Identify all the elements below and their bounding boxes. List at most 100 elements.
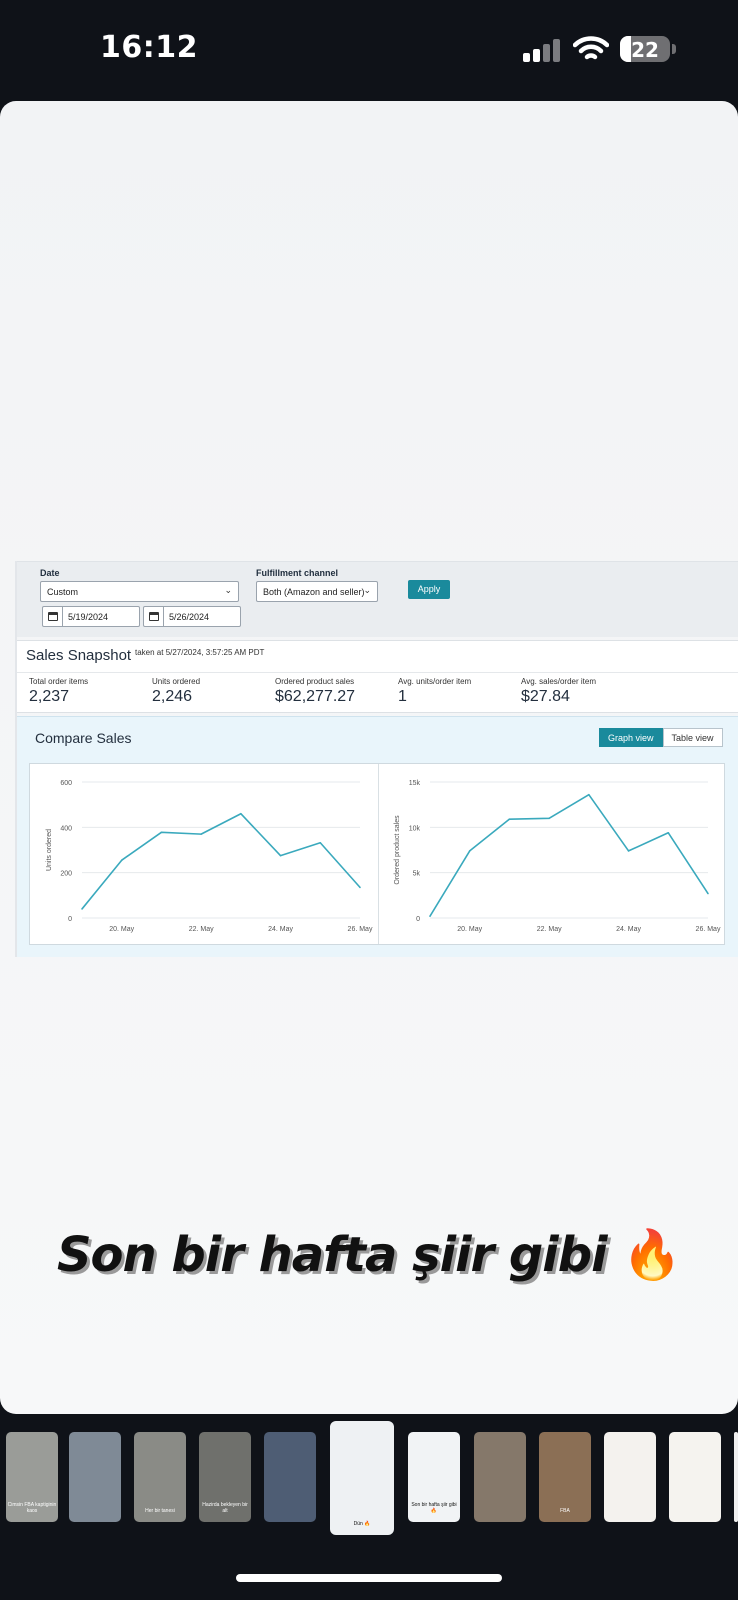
end-date-value: 5/26/2024 bbox=[169, 612, 210, 622]
data-point bbox=[468, 850, 471, 852]
thumb-3[interactable]: Her bir tanesi bbox=[134, 1432, 186, 1522]
thumbnail-caption: Dün 🔥 bbox=[353, 1521, 371, 1527]
story-caption: Son bir hafta şiir gibi 🔥 bbox=[0, 1226, 738, 1283]
metric-value: $27.84 bbox=[521, 688, 570, 705]
home-indicator[interactable] bbox=[236, 1574, 502, 1582]
x-tick-label: 20. May bbox=[109, 926, 134, 933]
y-tick-label: 600 bbox=[60, 780, 72, 787]
story-thumbnail-strip: Cimsin FBA kaptiginin kaos Her bir tanesi… bbox=[0, 1420, 738, 1540]
metric-value: 2,246 bbox=[152, 688, 193, 705]
fire-emoji-icon: 🔥 bbox=[622, 1227, 682, 1283]
metric-label: Total order items bbox=[29, 677, 89, 686]
status-bar: 16:12 22 bbox=[0, 0, 738, 100]
thumb-7[interactable]: Son bir hafta şiir gibi 🔥 bbox=[408, 1432, 460, 1522]
thumb-5[interactable] bbox=[264, 1432, 316, 1522]
thumbnail-caption: Her bir tanesi bbox=[145, 1508, 175, 1514]
metric-ordered-product-sales: Ordered product sales $62,277.27 bbox=[275, 677, 355, 706]
metric-value: 2,237 bbox=[29, 688, 70, 705]
fulfillment-channel-select[interactable]: Both (Amazon and seller) ⌄ bbox=[256, 581, 378, 602]
y-axis-label: Units ordered bbox=[46, 829, 53, 871]
graph-view-button[interactable]: Graph view bbox=[599, 728, 663, 747]
y-tick-label: 5k bbox=[413, 871, 421, 878]
data-point bbox=[120, 859, 123, 861]
thumb-9[interactable]: FBA bbox=[539, 1432, 591, 1522]
chart-divider bbox=[378, 764, 379, 944]
thumb-12[interactable] bbox=[734, 1432, 738, 1522]
snapshot-timestamp: taken at 5/27/2024, 3:57:25 AM PDT bbox=[135, 648, 265, 657]
x-tick-label: 24. May bbox=[268, 926, 293, 933]
battery-level: 22 bbox=[631, 38, 659, 62]
y-tick-label: 0 bbox=[416, 916, 420, 923]
date-label: Date bbox=[40, 568, 60, 578]
data-point bbox=[548, 817, 550, 820]
metric-label: Avg. units/order item bbox=[398, 677, 472, 686]
fulfillment-channel-label: Fulfillment channel bbox=[256, 568, 339, 578]
calendar-icon bbox=[43, 607, 63, 626]
left-edge bbox=[15, 561, 17, 957]
view-toggle: Graph view Table view bbox=[599, 728, 723, 747]
data-point bbox=[627, 850, 630, 852]
cellular-signal-icon bbox=[523, 38, 563, 62]
data-point bbox=[429, 915, 431, 917]
date-preset-select[interactable]: Custom ⌄ bbox=[40, 581, 239, 602]
ordered-product-sales-chart: 0 5k 10k 15k 20. May 22. May 24. May 26. May Ord… bbox=[394, 780, 721, 933]
y-tick-label: 400 bbox=[60, 825, 72, 832]
data-point bbox=[200, 833, 202, 835]
x-tick-label: 22. May bbox=[189, 926, 214, 933]
thumb-8[interactable] bbox=[474, 1432, 526, 1522]
start-date-field[interactable]: 5/19/2024 bbox=[42, 606, 140, 627]
seller-dashboard-screenshot: Date Custom ⌄ 5/19/2024 5/26/2024 Fulfil… bbox=[0, 561, 738, 957]
series-line bbox=[81, 812, 361, 910]
date-preset-value: Custom bbox=[47, 587, 79, 597]
thumb-1[interactable]: Cimsin FBA kaptiginin kaos bbox=[6, 1432, 58, 1522]
battery-tip bbox=[672, 44, 676, 54]
thumb-10[interactable] bbox=[604, 1432, 656, 1522]
thumb-4[interactable]: Hazirda bekleyen bir alt bbox=[199, 1432, 251, 1522]
x-tick-label: 26. May bbox=[348, 926, 373, 933]
data-point bbox=[81, 908, 83, 910]
y-tick-label: 10k bbox=[409, 825, 421, 832]
metric-units-ordered: Units ordered 2,246 bbox=[152, 677, 200, 706]
metric-avg-units-per-order-item: Avg. units/order item 1 bbox=[398, 677, 471, 706]
data-point bbox=[319, 841, 322, 844]
filter-bar: Date Custom ⌄ 5/19/2024 5/26/2024 Fulfil… bbox=[15, 561, 738, 637]
chevron-down-icon: ⌄ bbox=[224, 585, 232, 595]
x-tick-label: 20. May bbox=[457, 926, 482, 933]
sales-snapshot-title: Sales Snapshot bbox=[26, 647, 132, 664]
end-date-field[interactable]: 5/26/2024 bbox=[143, 606, 241, 627]
data-point bbox=[160, 831, 163, 834]
apply-button[interactable]: Apply bbox=[408, 580, 450, 599]
thumb-6[interactable]: Dün 🔥 bbox=[330, 1421, 394, 1535]
data-point bbox=[359, 886, 361, 889]
metric-value: 1 bbox=[398, 688, 407, 705]
y-tick-label: 15k bbox=[409, 780, 421, 787]
compare-sales-title: Compare Sales bbox=[35, 730, 132, 746]
metric-label: Units ordered bbox=[152, 677, 201, 686]
caption-text: Son bir hafta şiir gibi bbox=[56, 1227, 608, 1283]
compare-sales-panel: Compare Sales Graph view Table view 0 200… bbox=[17, 716, 738, 957]
thumb-11[interactable] bbox=[669, 1432, 721, 1522]
divider bbox=[17, 672, 738, 673]
thumbnail-caption: Cimsin FBA kaptiginin kaos bbox=[7, 1502, 57, 1514]
thumb-2[interactable] bbox=[69, 1432, 121, 1522]
data-point bbox=[667, 831, 670, 834]
metric-label: Ordered product sales bbox=[275, 677, 355, 686]
story-card[interactable]: Date Custom ⌄ 5/19/2024 5/26/2024 Fulfil… bbox=[0, 101, 738, 1414]
x-tick-label: 22. May bbox=[537, 926, 562, 933]
calendar-icon bbox=[144, 607, 164, 626]
start-date-value: 5/19/2024 bbox=[68, 612, 109, 622]
data-point bbox=[707, 892, 709, 895]
table-view-button[interactable]: Table view bbox=[662, 728, 723, 747]
x-tick-label: 24. May bbox=[616, 926, 641, 933]
data-point bbox=[508, 818, 511, 820]
thumbnail-caption: Hazirda bekleyen bir alt bbox=[202, 1502, 248, 1514]
wifi-icon bbox=[573, 36, 609, 60]
units-ordered-chart: 0 200 400 600 20. May 22. May 24. May 26. May Un… bbox=[46, 780, 373, 933]
clock: 16:12 bbox=[100, 30, 198, 65]
data-point bbox=[588, 793, 590, 796]
sales-snapshot-panel: Sales Snapshot taken at 5/27/2024, 3:57:… bbox=[17, 640, 738, 713]
x-tick-label: 26. May bbox=[696, 926, 721, 933]
metric-total-order-items: Total order items 2,237 bbox=[29, 677, 88, 706]
thumbnail-caption: FBA bbox=[560, 1508, 570, 1514]
fulfillment-channel-value: Both (Amazon and seller) bbox=[263, 587, 365, 597]
